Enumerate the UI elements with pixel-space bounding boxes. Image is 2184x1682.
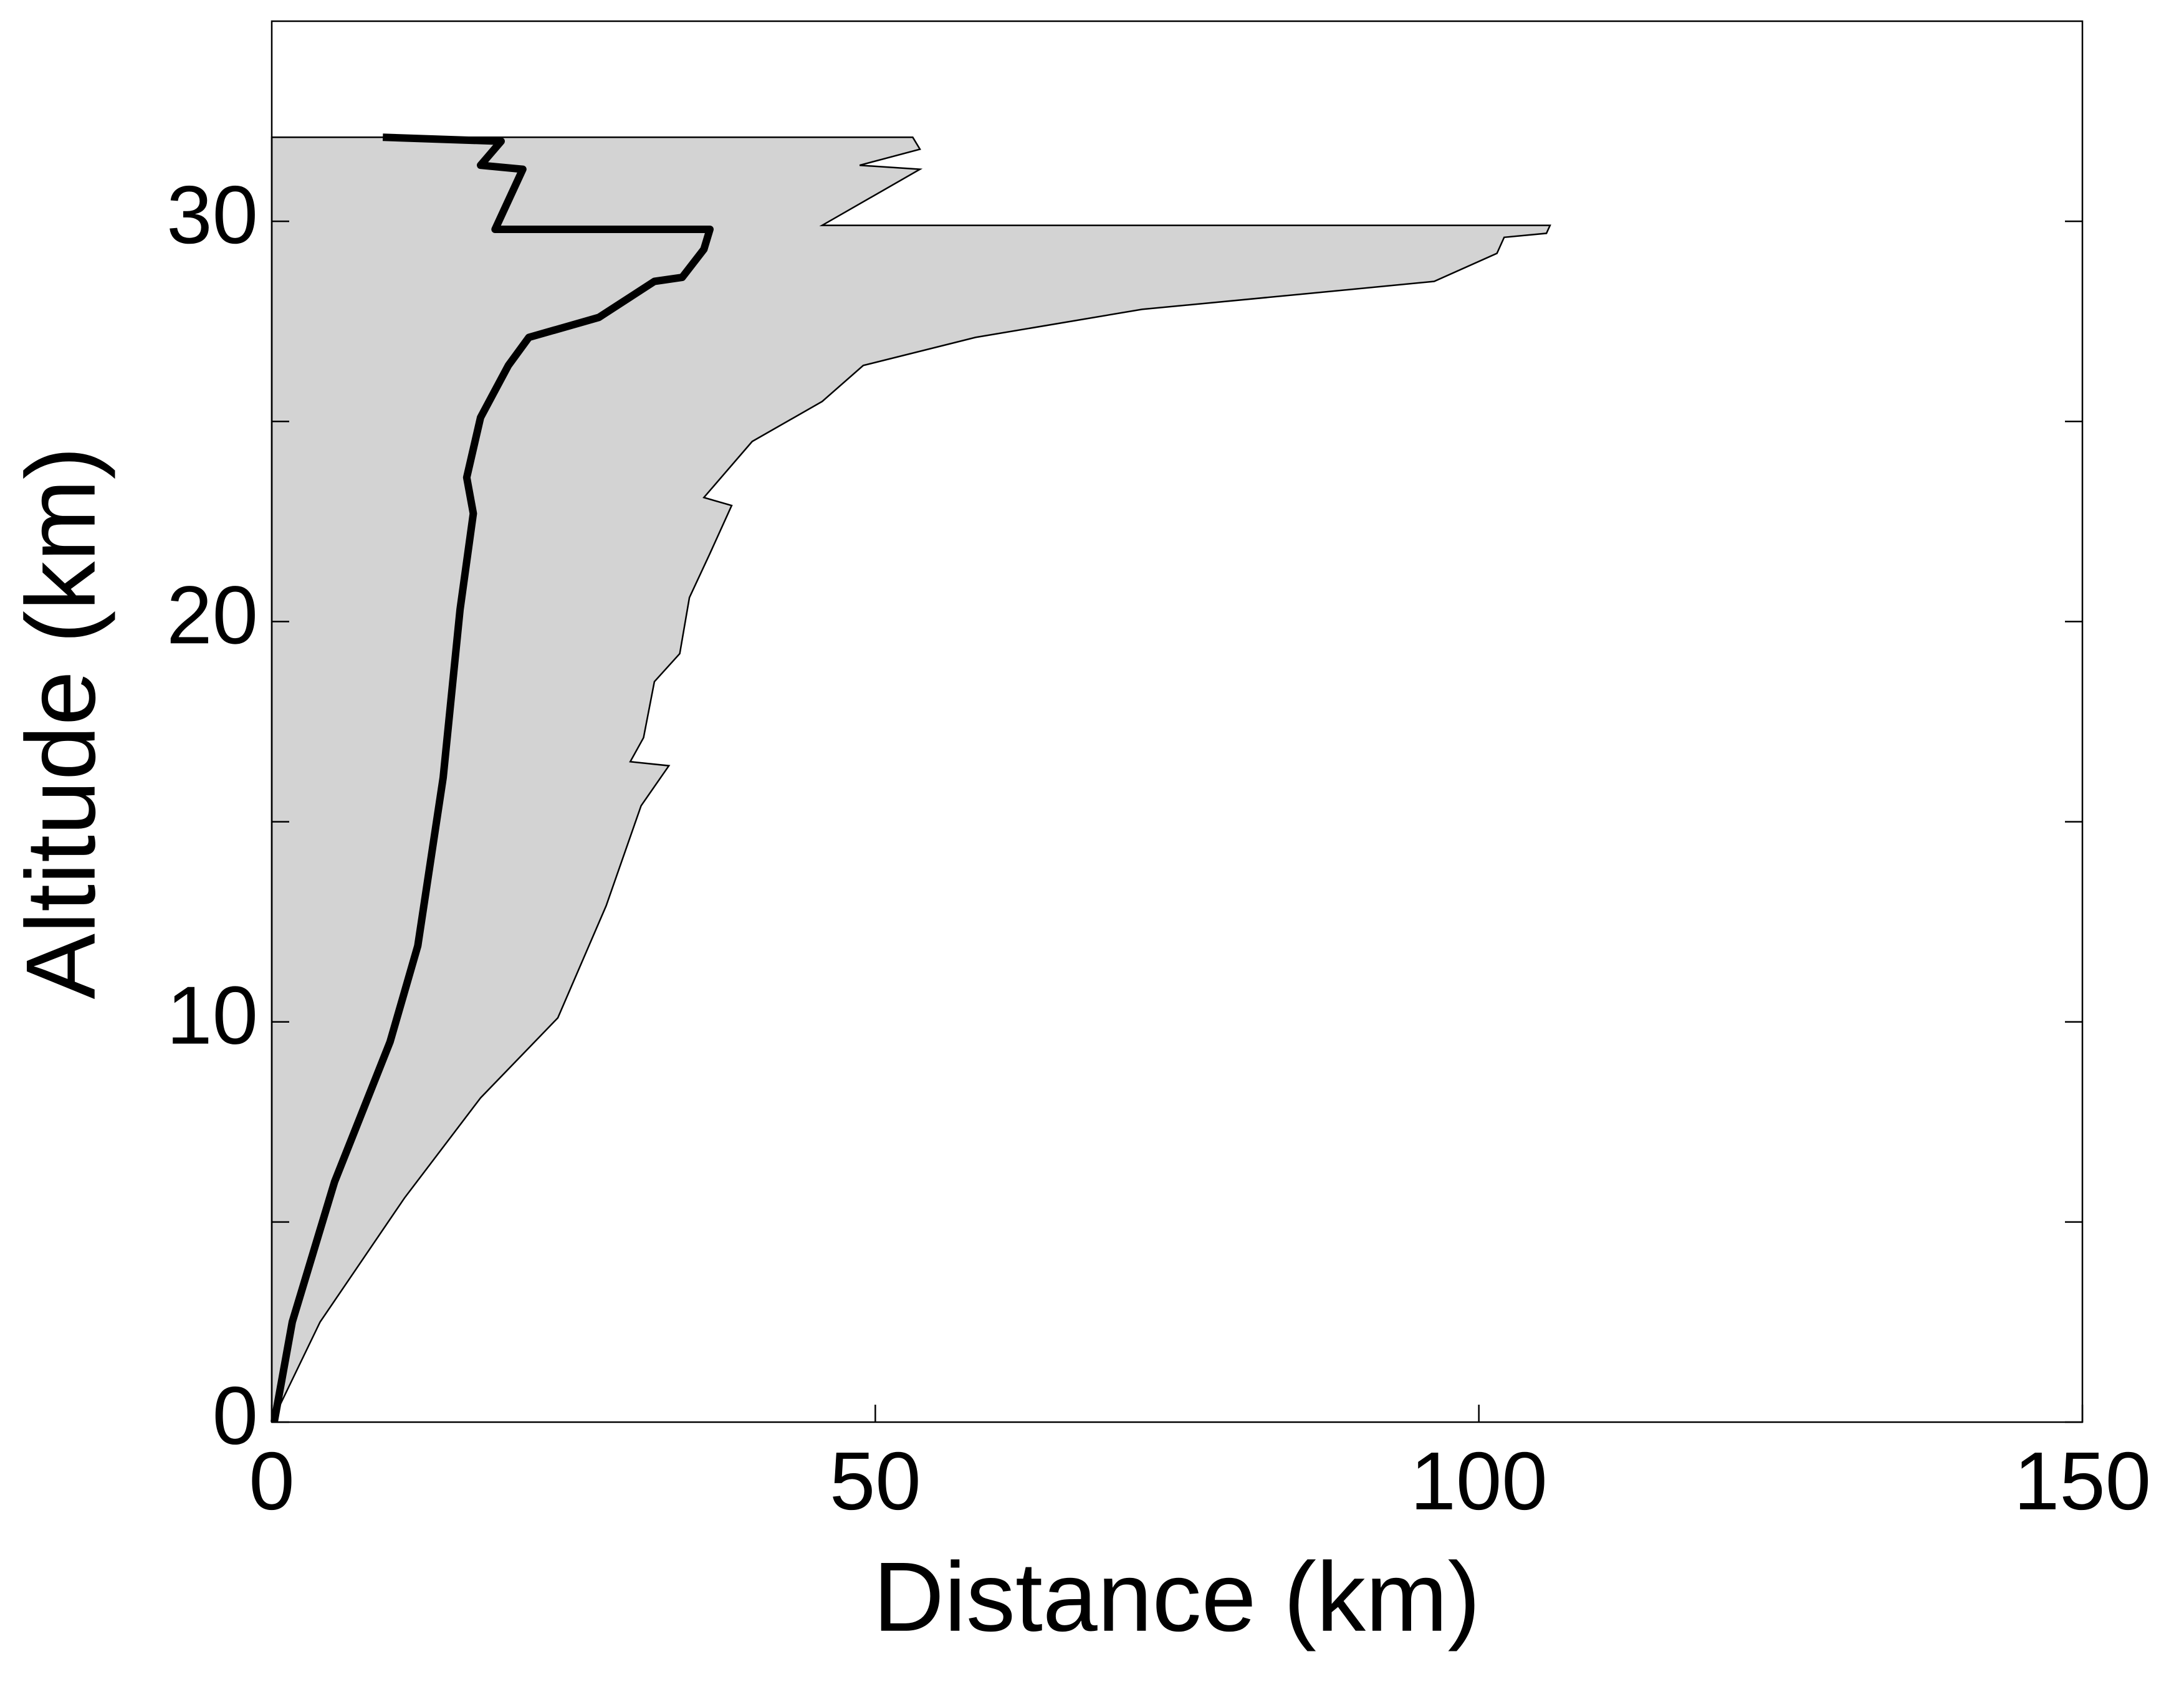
y-tick-label: 30 — [166, 169, 258, 260]
plot-frame — [271, 20, 2084, 1423]
y-tick-label: 20 — [166, 569, 258, 661]
x-tick-label: 0 — [249, 1435, 294, 1527]
y-tick-label: 0 — [213, 1370, 258, 1461]
x-tick-label: 50 — [830, 1435, 921, 1527]
x-tick-label: 150 — [2014, 1435, 2151, 1527]
y-tick-label: 10 — [166, 970, 258, 1061]
x-axis-label: Distance (km) — [873, 1542, 1480, 1652]
x-tick-label: 100 — [1410, 1435, 1548, 1527]
line — [270, 133, 714, 1423]
y-axis-label: Altitude (km) — [6, 447, 116, 1000]
area — [271, 136, 1551, 1423]
